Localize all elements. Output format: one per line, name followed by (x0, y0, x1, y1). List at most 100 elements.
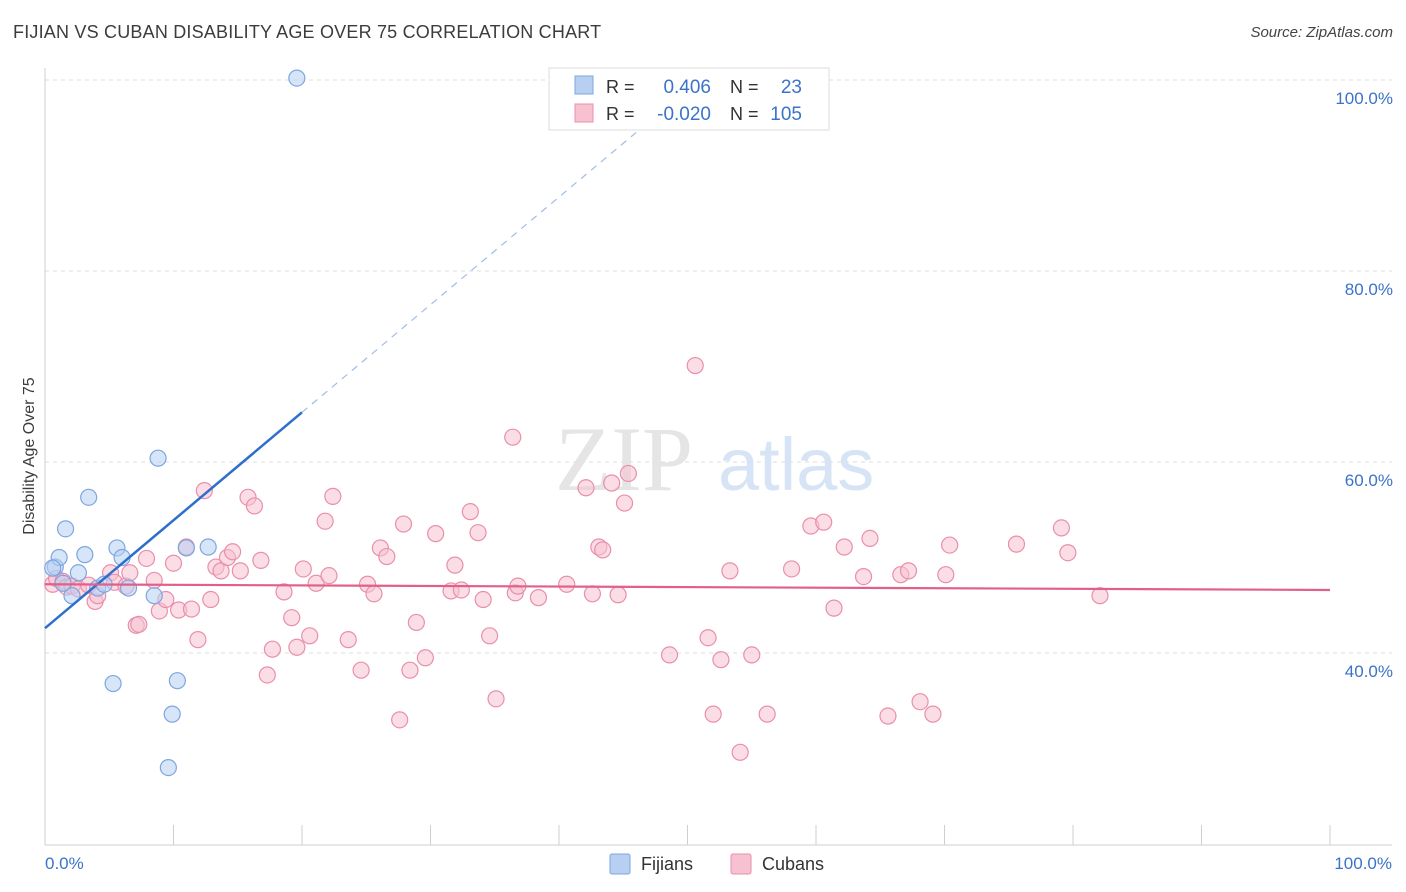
fijian-point-14 (177, 539, 195, 557)
source-label: Source: ZipAtlas.com (1250, 24, 1393, 41)
cuban-point-82 (721, 562, 739, 580)
trend-lines (44, 132, 1331, 630)
cuban-point-75 (609, 586, 627, 604)
cuban-point-22 (182, 600, 201, 618)
cuban-point-30 (231, 562, 249, 580)
fijians-points (44, 69, 306, 777)
cuban-point-39 (294, 560, 312, 578)
cuban-point-45 (339, 631, 357, 649)
x-tick-label-100: 100.0% (1334, 854, 1392, 873)
cuban-point-98 (941, 536, 959, 554)
cuban-point-62 (474, 590, 492, 609)
fijian-point-19 (159, 758, 177, 777)
fijian-trend-line (44, 411, 303, 630)
cuban-point-54 (407, 613, 425, 632)
legend-swatch-cubans (574, 103, 594, 123)
cuban-point-70 (577, 479, 595, 497)
cuban-point-73 (594, 541, 612, 559)
fijian-point-5 (69, 564, 88, 582)
cuban-point-63 (481, 627, 499, 645)
cuban-point-94 (899, 562, 918, 580)
y-tick-label-100: 100.0% (1335, 89, 1393, 108)
watermark: ZIP atlas (555, 408, 874, 510)
y-tick-label-60: 60.0% (1345, 471, 1393, 490)
cuban-point-43 (320, 567, 338, 585)
fijian-point-15 (199, 538, 217, 556)
fijian-point-17 (168, 672, 186, 690)
cuban-point-71 (583, 585, 602, 603)
correlation-legend: R = 0.406 N = 23 R = -0.020 N = 105 (548, 67, 830, 131)
legend-r-label-cubans: R = (606, 104, 635, 124)
cuban-point-34 (258, 666, 276, 684)
cuban-point-85 (782, 560, 801, 578)
cuban-point-15 (137, 549, 156, 568)
cuban-point-68 (529, 589, 548, 607)
fijian-point-3 (76, 546, 94, 564)
cuban-point-51 (391, 711, 409, 729)
legend-swatch-fijians (574, 75, 594, 95)
cubans-points (44, 356, 1109, 761)
cuban-trend-line (44, 583, 1331, 592)
cuban-point-97 (937, 566, 955, 584)
cuban-point-83 (743, 646, 761, 664)
cuban-point-50 (378, 547, 396, 566)
fijian-point-21 (44, 559, 62, 577)
cuban-point-46 (352, 661, 370, 679)
y-axis-title: Disability Age Over 75 (21, 377, 38, 535)
cuban-point-44 (324, 487, 342, 505)
cuban-point-99 (1007, 535, 1026, 553)
y-tick-label-40: 40.0% (1345, 662, 1393, 681)
legend-n-value-cubans: 105 (770, 104, 802, 125)
cuban-point-42 (316, 512, 334, 530)
fijian-point-20 (288, 69, 306, 87)
cuban-point-56 (427, 525, 445, 543)
fijian-point-11 (119, 579, 138, 597)
cuban-point-24 (195, 482, 213, 500)
cuban-point-32 (245, 497, 264, 515)
cuban-point-79 (699, 629, 717, 647)
cuban-point-33 (252, 551, 270, 569)
cuban-point-84 (758, 705, 776, 723)
fijian-point-6 (63, 587, 81, 605)
cuban-point-58 (446, 556, 464, 574)
x-tick-marks (44, 825, 1331, 845)
fijian-point-12 (145, 587, 163, 605)
cuban-point-78 (660, 646, 679, 664)
cuban-point-74 (603, 474, 621, 492)
legend-n-label-fijians: N = (730, 77, 759, 97)
cuban-point-102 (1091, 587, 1109, 605)
cuban-point-90 (861, 529, 879, 548)
cuban-point-25 (202, 590, 220, 609)
y-tick-label-80: 80.0% (1345, 280, 1393, 299)
fijian-point-2 (56, 520, 75, 538)
cuban-point-36 (275, 583, 293, 601)
cuban-point-23 (189, 631, 207, 649)
fijian-point-13 (149, 449, 167, 467)
cuban-point-95 (911, 693, 929, 711)
cuban-point-69 (558, 575, 576, 593)
cuban-point-100 (1052, 519, 1071, 537)
cuban-point-37 (283, 609, 301, 627)
cuban-point-101 (1059, 544, 1077, 562)
cuban-point-87 (815, 513, 833, 531)
cuban-point-48 (365, 585, 383, 603)
legend-r-label-fijians: R = (606, 77, 635, 97)
x-tick-label-0: 0.0% (45, 854, 84, 873)
y-tick-labels: 40.0% 60.0% 80.0% 100.0% (1335, 89, 1393, 681)
cuban-point-38 (288, 638, 306, 656)
fijian-point-18 (163, 705, 181, 723)
fijian-point-4 (80, 488, 98, 506)
cuban-point-14 (130, 615, 148, 633)
cuban-point-40 (301, 627, 319, 645)
cuban-point-77 (619, 464, 637, 483)
cuban-point-60 (461, 503, 479, 521)
legend-r-value-fijians: 0.406 (663, 77, 711, 98)
cuban-point-103 (686, 356, 704, 375)
legend-r-value-cubans: -0.020 (657, 104, 711, 125)
cuban-point-35 (263, 640, 282, 658)
cuban-point-104 (731, 743, 749, 761)
cuban-point-61 (469, 524, 487, 542)
watermark-atlas: atlas (718, 423, 874, 506)
legend-box (548, 67, 830, 131)
